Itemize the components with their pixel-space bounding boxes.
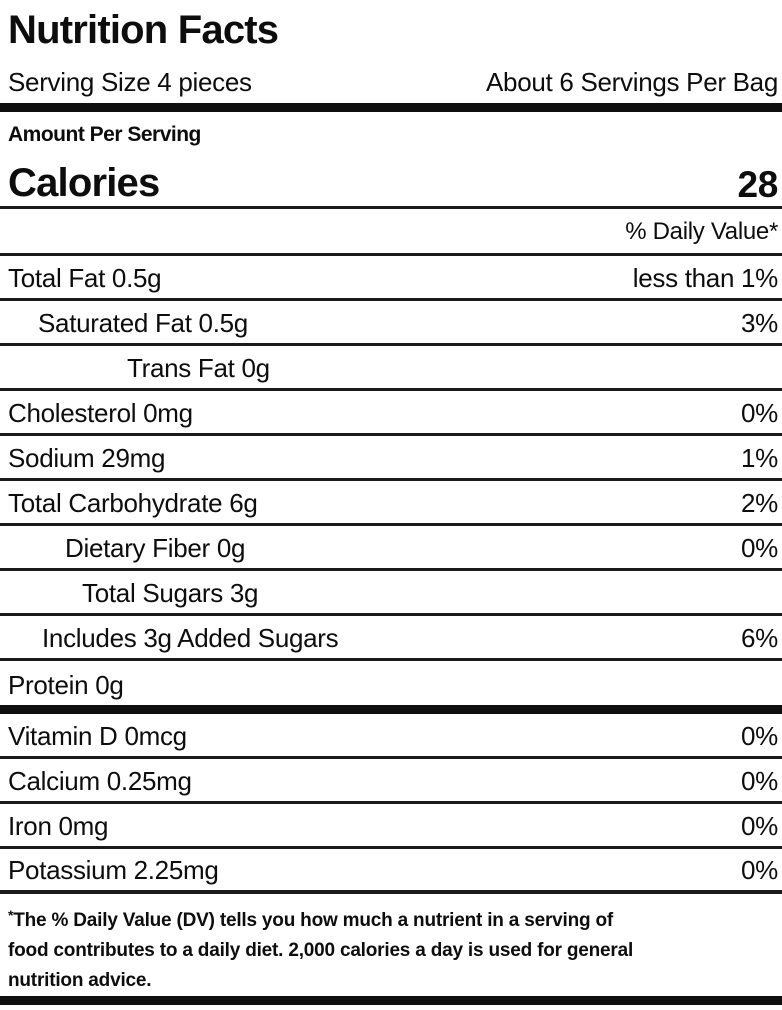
nutrient-name: Dietary Fiber 0g bbox=[65, 533, 246, 564]
nutrient-daily-value: 0% bbox=[741, 855, 778, 886]
nutrient-daily-value: 3% bbox=[741, 308, 778, 339]
nutrient-name: Sodium 29mg bbox=[8, 443, 166, 474]
servings-per-bag: About 6 Servings Per Bag bbox=[486, 67, 778, 97]
nutrient-name: Saturated Fat 0.5g bbox=[38, 308, 248, 339]
daily-value-header: % Daily Value* bbox=[625, 217, 778, 245]
nutrient-daily-value: 0% bbox=[741, 766, 778, 797]
nutrient-rows: Total Fat 0.5g less than 1% Saturated Fa… bbox=[0, 256, 782, 705]
footnote-line: food contributes to a daily diet. 2,000 … bbox=[8, 939, 634, 961]
nutrient-name: Potassium 2.25mg bbox=[8, 855, 219, 886]
nutrient-row: Total Carbohydrate 6g 2% bbox=[0, 481, 782, 526]
nutrient-row: Dietary Fiber 0g 0% bbox=[0, 526, 782, 571]
serving-size: Serving Size 4 pieces bbox=[8, 67, 252, 97]
thick-divider-bottom bbox=[0, 995, 782, 1005]
nutrient-name: Total Fat 0.5g bbox=[8, 263, 162, 294]
nutrient-row: Total Fat 0.5g less than 1% bbox=[0, 256, 782, 301]
calories-row: Calories 28 bbox=[0, 163, 782, 209]
nutrient-name: Trans Fat 0g bbox=[127, 353, 270, 384]
thick-divider-top bbox=[0, 102, 782, 112]
nutrient-daily-value: 2% bbox=[741, 488, 778, 519]
nutrient-row: Trans Fat 0g bbox=[0, 346, 782, 391]
nutrient-name: Protein 0g bbox=[8, 670, 124, 701]
label-title: Nutrition Facts bbox=[8, 8, 279, 52]
nutrient-row: Total Sugars 3g bbox=[0, 571, 782, 616]
nutrient-row: Includes 3g Added Sugars 6% bbox=[0, 616, 782, 661]
nutrient-daily-value: 0% bbox=[741, 811, 778, 842]
nutrient-name: Includes 3g Added Sugars bbox=[42, 623, 339, 654]
nutrient-row: Calcium 0.25mg 0% bbox=[0, 759, 782, 804]
vitamin-rows: Vitamin D 0mcg 0% Calcium 0.25mg 0% Iron… bbox=[0, 714, 782, 894]
nutrient-row: Potassium 2.25mg 0% bbox=[0, 849, 782, 894]
amount-per-serving-label: Amount Per Serving bbox=[8, 122, 201, 146]
nutrient-row: Protein 0g bbox=[0, 661, 782, 705]
nutrient-daily-value: 0% bbox=[741, 533, 778, 564]
footnote-line: *The % Daily Value (DV) tells you how mu… bbox=[8, 906, 614, 931]
footnote: *The % Daily Value (DV) tells you how mu… bbox=[0, 894, 782, 996]
calories-value: 28 bbox=[737, 163, 778, 205]
nutrition-facts-label: Nutrition Facts Serving Size 4 pieces Ab… bbox=[0, 10, 782, 1010]
nutrient-daily-value: less than 1% bbox=[632, 263, 779, 294]
thick-divider-protein bbox=[0, 704, 782, 714]
nutrient-row: Vitamin D 0mcg 0% bbox=[0, 714, 782, 759]
nutrient-row: Iron 0mg 0% bbox=[0, 804, 782, 849]
calories-label: Calories bbox=[8, 160, 160, 205]
nutrient-daily-value: 6% bbox=[741, 623, 778, 654]
nutrient-name: Vitamin D 0mcg bbox=[8, 721, 187, 752]
nutrient-name: Iron 0mg bbox=[8, 811, 109, 842]
daily-value-header-row: % Daily Value* bbox=[0, 209, 782, 256]
nutrient-name: Total Sugars 3g bbox=[82, 578, 259, 609]
nutrient-daily-value: 0% bbox=[741, 398, 778, 429]
nutrient-daily-value: 0% bbox=[741, 721, 778, 752]
nutrient-name: Calcium 0.25mg bbox=[8, 766, 192, 797]
serving-row: Serving Size 4 pieces About 6 Servings P… bbox=[8, 68, 778, 97]
nutrient-daily-value: 1% bbox=[741, 443, 778, 474]
footnote-line: nutrition advice. bbox=[8, 969, 152, 991]
footnote-asterisk: * bbox=[8, 906, 14, 923]
nutrient-name: Cholesterol 0mg bbox=[8, 398, 193, 429]
nutrient-row: Sodium 29mg 1% bbox=[0, 436, 782, 481]
nutrient-name: Total Carbohydrate 6g bbox=[8, 488, 258, 519]
nutrient-row: Saturated Fat 0.5g 3% bbox=[0, 301, 782, 346]
nutrient-row: Cholesterol 0mg 0% bbox=[0, 391, 782, 436]
